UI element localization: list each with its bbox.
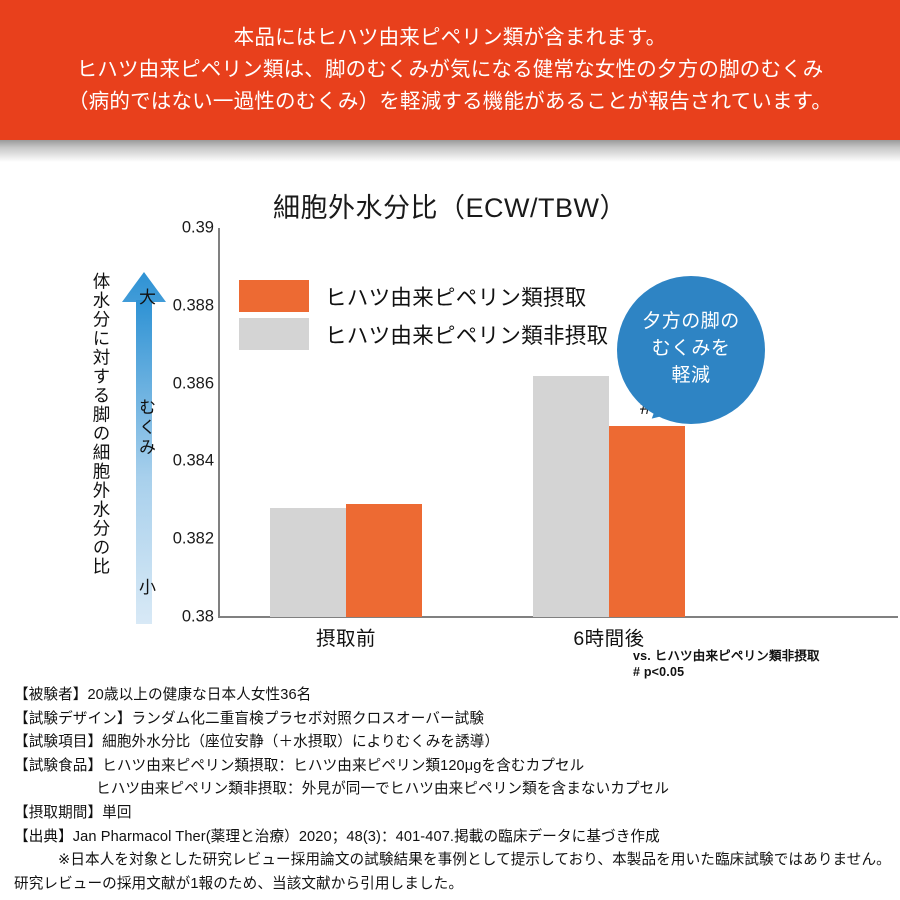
header-banner: 本品にはヒハツ由来ピペリン類が含まれます。 ヒハツ由来ピペリン類は、脚のむくみが…: [0, 0, 900, 140]
bar-6時間後-ヒハツ由来ピペリン類非摂取: [533, 375, 609, 617]
banner-line-2: ヒハツ由来ピペリン類は、脚のむくみが気になる健常な女性の夕方の脚のむくみ: [76, 58, 824, 81]
callout-bubble: 夕方の脚の むくみを 軽減: [617, 276, 765, 424]
footnote-line: 【出典】Jan Pharmacol Ther(薬理と治療）2020；48(3)：…: [14, 828, 660, 845]
chart-bars-layer: #: [270, 375, 685, 617]
callout-line-2: むくみを: [651, 338, 731, 359]
legend-item-no-intake: ヒハツ由来ピペリン類非摂取: [239, 315, 608, 353]
y-tick-label: 0.388: [172, 296, 214, 315]
callout-line-3: 軽減: [671, 365, 711, 386]
y-axis-description: 体水分に対する脚の細胞外水分の比: [91, 272, 111, 576]
legend-label-intake: ヒハツ由来ピペリン類摂取: [325, 285, 587, 310]
footnote-line: 【被験者】20歳以上の健康な日本人女性36名: [14, 687, 312, 703]
footnote-line: ヒハツ由来ピペリン類非摂取：外見が同一でヒハツ由来ピペリン類を含まないカプセル: [96, 781, 670, 798]
banner-line-1: 本品にはヒハツ由来ピペリン類が含まれます。: [233, 26, 667, 49]
banner-line-3: （病的ではない一過性のむくみ）を軽減する機能があることが報告されています。: [67, 90, 833, 113]
x-axis-category-label: 摂取前: [315, 628, 376, 650]
y-tick-label: 0.382: [172, 529, 214, 548]
header-divider-shadow: [0, 140, 900, 162]
footnote-line: 【試験項目】細胞外水分比（座位安静（＋水摂取）によりむくみを誘導）: [14, 734, 500, 751]
footnote-line: 【試験デザイン】ランダム化二重盲検プラセボ対照クロスオーバー試験: [14, 710, 485, 727]
footnote-line: 研究レビューの採用文献が1報のため、当該文献から引用しました。: [14, 875, 464, 892]
legend-swatch-gray: [239, 318, 309, 350]
footnote-line: ※日本人を対象とした研究レビュー採用論文の試験結果を事例として提示しており、本製…: [58, 852, 891, 869]
significance-pvalue: # p<0.05: [633, 665, 685, 679]
y-tick-label: 0.384: [172, 451, 214, 470]
arrow-label-high: 大: [136, 288, 155, 306]
footnotes-block: 【被験者】20歳以上の健康な日本人女性36名【試験デザイン】ランダム化二重盲検プ…: [14, 684, 894, 896]
arrow-label-mid: むくみ: [136, 398, 155, 458]
bar-摂取前-ヒハツ由来ピペリン類非摂取: [270, 508, 346, 617]
y-tick-label: 0.38: [181, 607, 214, 626]
callout-text: 夕方の脚の むくみを 軽減: [617, 308, 765, 389]
bar-摂取前-ヒハツ由来ピペリン類摂取: [346, 504, 422, 617]
x-axis-category-label: 6時間後: [573, 628, 645, 650]
y-tick-label: 0.39: [181, 218, 214, 237]
y-tick-label: 0.386: [172, 374, 214, 393]
callout-circle: [617, 276, 765, 424]
y-axis-line: [218, 228, 220, 617]
significance-comparison: vs. ヒハツ由来ピペリン類非摂取: [633, 649, 820, 663]
callout-line-1: 夕方の脚の: [642, 311, 740, 332]
arrow-label-low: 小: [136, 578, 155, 596]
legend-label-no-intake: ヒハツ由来ピペリン類非摂取: [325, 323, 609, 348]
significance-note: vs. ヒハツ由来ピペリン類非摂取 # p<0.05: [633, 648, 820, 680]
legend-swatch-orange: [239, 280, 309, 312]
x-axis-line: [218, 616, 898, 618]
y-axis-tick-labels: 0.39 0.388 0.386 0.384 0.382 0.38: [158, 0, 214, 900]
footnote-line: 【摂取期間】単回: [14, 804, 132, 821]
chart-title: 細胞外水分比（ECW/TBW）: [273, 193, 627, 223]
swelling-gradient-arrow-icon: [122, 272, 166, 624]
legend-item-intake: ヒハツ由来ピペリン類摂取: [239, 277, 608, 315]
chart-legend: ヒハツ由来ピペリン類摂取 ヒハツ由来ピペリン類非摂取: [239, 277, 608, 353]
footnote-line: 【試験食品】ヒハツ由来ピペリン類摂取：ヒハツ由来ピペリン類120μgを含むカプセ…: [14, 757, 585, 774]
bar-6時間後-ヒハツ由来ピペリン類摂取: [609, 426, 685, 617]
